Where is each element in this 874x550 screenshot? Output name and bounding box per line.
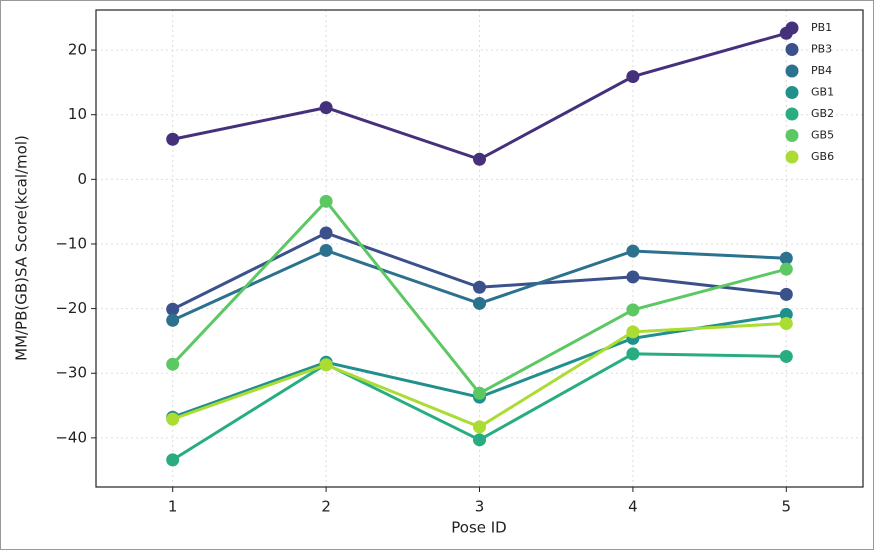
legend-label: GB5 [811, 129, 834, 142]
point [779, 251, 793, 265]
y-tick-label: −20 [55, 299, 87, 317]
point [779, 307, 793, 321]
x-tick-label: 2 [321, 498, 331, 516]
y-axis-label: MM/PB(GB)SA Score(kcal/mol) [13, 135, 31, 361]
point [319, 101, 333, 115]
y-tick-label: 20 [68, 41, 87, 59]
y-tick-label: 0 [77, 170, 87, 188]
legend-marker [785, 150, 799, 164]
point [319, 194, 333, 208]
point [779, 316, 793, 330]
point [166, 302, 180, 316]
legend-label: GB6 [811, 150, 834, 163]
x-tick-label: 5 [782, 498, 792, 516]
point [473, 386, 486, 400]
point [473, 420, 486, 434]
x-tick-label: 4 [628, 498, 638, 516]
y-tick-label: −10 [55, 234, 87, 252]
point [166, 453, 180, 467]
point [626, 303, 640, 317]
y-tick-label: 10 [68, 105, 87, 123]
y-tick-label: −30 [55, 364, 87, 382]
legend-label: GB2 [811, 107, 834, 120]
legend-marker [785, 107, 799, 121]
point [473, 280, 486, 294]
point [626, 70, 640, 84]
plot-border [95, 9, 864, 488]
point [319, 358, 333, 372]
point [473, 433, 486, 447]
point [779, 262, 793, 276]
y-tick-label: −40 [55, 428, 87, 446]
legend-label: PB3 [811, 43, 832, 56]
point [473, 152, 486, 166]
x-axis-label: Pose ID [451, 519, 506, 537]
point [779, 287, 793, 301]
legend-marker [785, 43, 799, 56]
point [319, 226, 333, 240]
legend-marker [785, 64, 799, 78]
x-tick-label: 1 [168, 498, 178, 516]
point [166, 357, 180, 371]
point [166, 412, 180, 426]
point [473, 296, 486, 310]
point [626, 270, 640, 284]
point [626, 244, 640, 258]
point [166, 313, 180, 327]
point [779, 349, 793, 363]
point [166, 132, 180, 146]
legend-label: PB4 [811, 64, 832, 77]
legend-marker [785, 21, 799, 35]
legend-label: PB1 [811, 21, 832, 34]
legend-marker [785, 86, 799, 99]
point [626, 325, 640, 339]
x-tick-label: 3 [475, 498, 485, 516]
legend-marker [785, 129, 799, 142]
legend-label: GB1 [811, 86, 834, 99]
point [319, 243, 333, 257]
point [626, 347, 640, 361]
